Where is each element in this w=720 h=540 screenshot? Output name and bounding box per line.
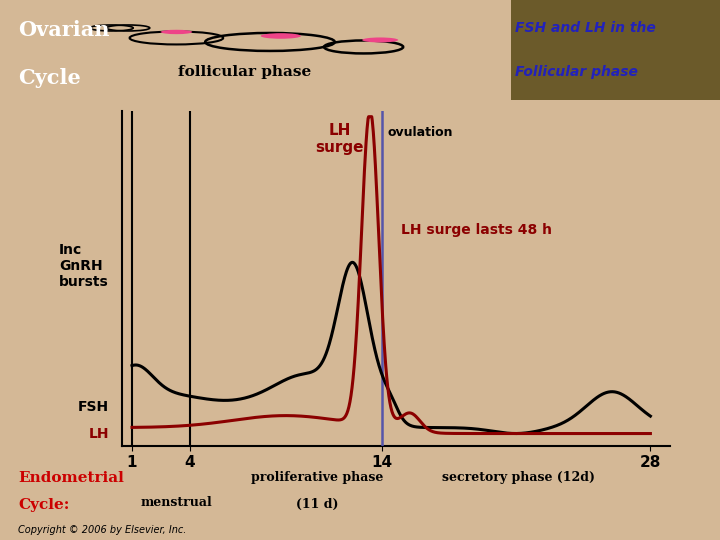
- Text: menstrual: menstrual: [140, 496, 212, 509]
- Text: ovulation: ovulation: [387, 126, 453, 139]
- Text: Copyright © 2006 by Elsevier, Inc.: Copyright © 2006 by Elsevier, Inc.: [18, 524, 186, 535]
- Text: Inc
GnRH
bursts: Inc GnRH bursts: [59, 243, 109, 289]
- Bar: [511, 0, 720, 100]
- Text: (11 d): (11 d): [295, 498, 338, 511]
- Text: follicular phase: follicular phase: [178, 65, 312, 79]
- Text: LH surge lasts 48 h: LH surge lasts 48 h: [401, 223, 552, 237]
- Text: LH
surge: LH surge: [315, 123, 364, 155]
- Circle shape: [161, 30, 192, 34]
- Circle shape: [362, 37, 398, 43]
- Text: LH: LH: [89, 427, 109, 441]
- Text: FSH: FSH: [78, 400, 109, 414]
- Text: Ovarian: Ovarian: [18, 20, 109, 40]
- Circle shape: [261, 33, 301, 39]
- Text: FSH and LH in the: FSH and LH in the: [515, 21, 655, 35]
- Text: Cycle:: Cycle:: [18, 498, 69, 512]
- Text: secretory phase (12d): secretory phase (12d): [442, 471, 595, 484]
- Text: Cycle: Cycle: [18, 68, 81, 88]
- Text: Follicular phase: Follicular phase: [515, 65, 638, 79]
- Text: proliferative phase: proliferative phase: [251, 471, 383, 484]
- Text: Endometrial: Endometrial: [18, 471, 124, 485]
